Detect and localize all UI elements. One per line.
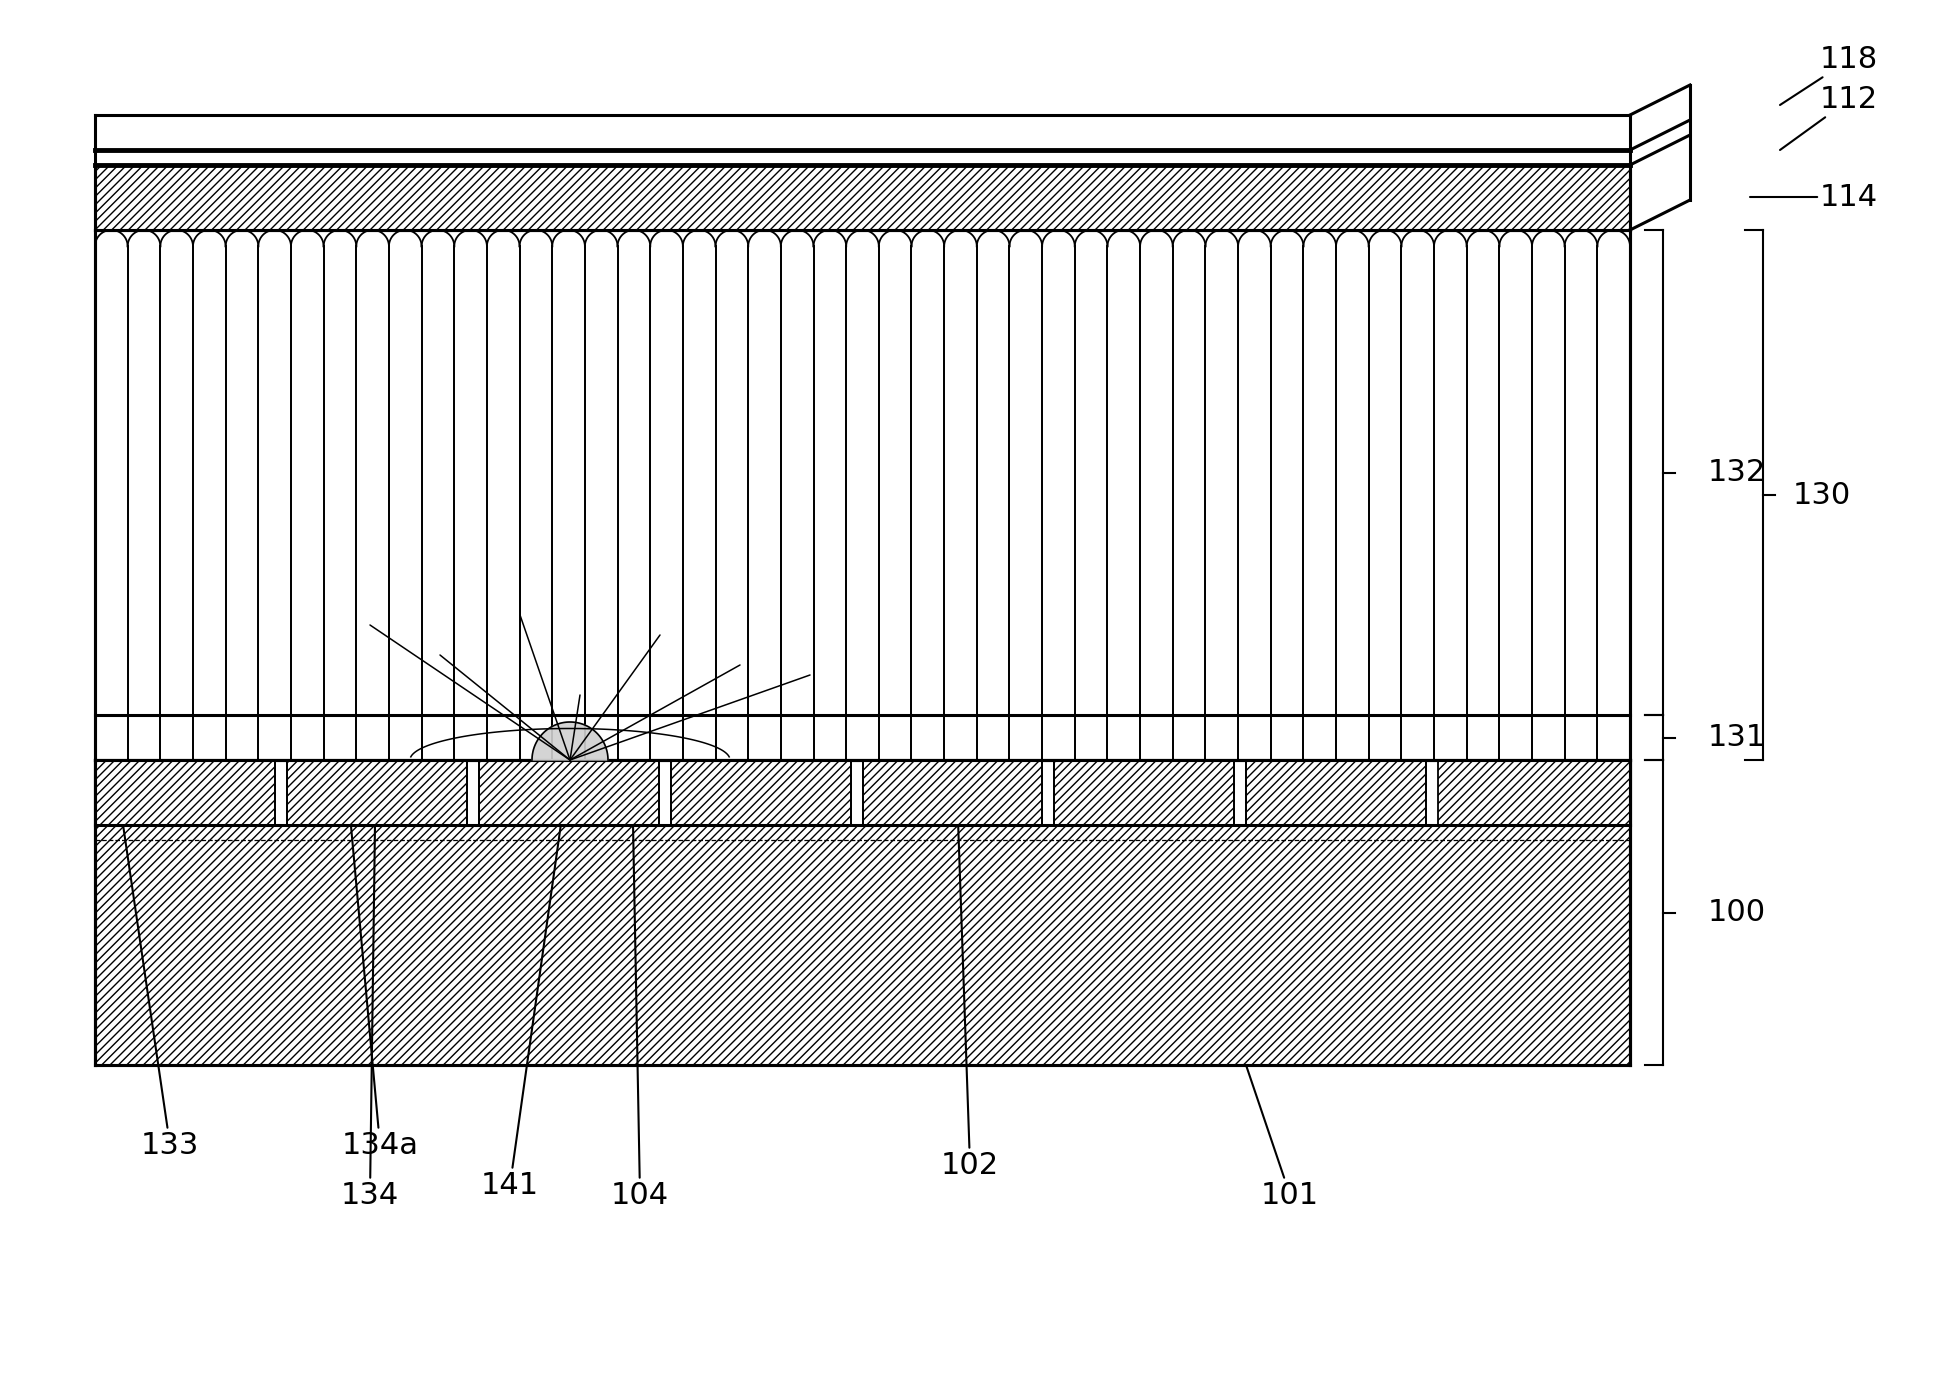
Bar [96,115,1629,150]
Text: 131: 131 [1707,724,1766,752]
Text: 118: 118 [1779,45,1879,104]
Polygon shape [533,722,609,761]
Text: 130: 130 [1793,481,1851,509]
Bar [96,761,1629,825]
Text: 114: 114 [1750,183,1879,211]
Bar [862,761,1042,825]
Text: 102: 102 [940,820,999,1179]
Bar [96,231,1629,761]
Text: 134: 134 [341,825,400,1210]
Text: 141: 141 [482,761,570,1200]
Text: 132: 132 [1707,459,1766,487]
Text: 101: 101 [1247,1065,1319,1210]
Bar [96,761,275,825]
Text: 133: 133 [115,770,199,1160]
Bar [478,761,659,825]
Bar [1054,761,1235,825]
Bar [1438,761,1629,825]
Text: 100: 100 [1707,898,1766,927]
Text: 104: 104 [611,770,669,1210]
Text: 134a: 134a [341,761,419,1160]
Bar [287,761,466,825]
Text: 112: 112 [1779,85,1879,150]
Bar [1247,761,1426,825]
Bar [96,761,1629,1065]
Bar [671,761,851,825]
Bar [96,165,1629,231]
